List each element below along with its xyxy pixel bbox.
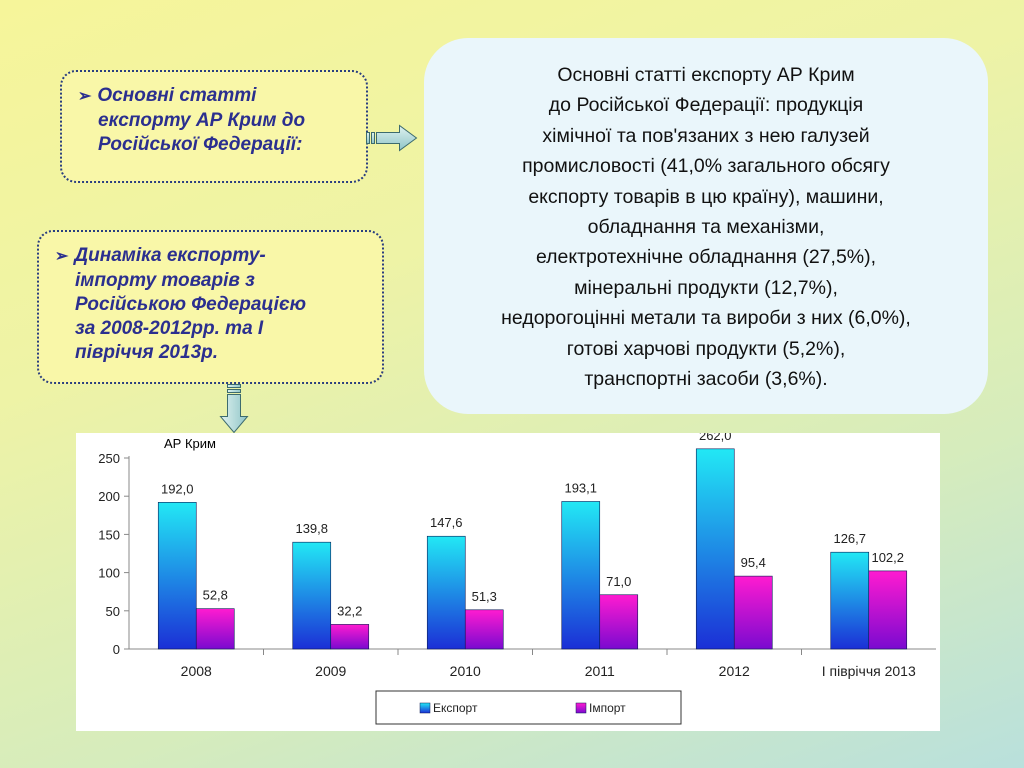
y-tick-label: 0: [113, 642, 120, 657]
dynamics-line-2: імпорту товарів з: [75, 270, 255, 291]
x-tick-label: 2012: [719, 663, 750, 679]
import-bar-value-label: 102,2: [871, 550, 904, 565]
topic-line-1: Основні статті: [97, 85, 257, 106]
import-bar: [868, 570, 908, 650]
export-bar: [157, 502, 197, 650]
dynamics-line-1: Динаміка експорту-: [74, 245, 266, 266]
import-bar: [733, 575, 773, 650]
export-bar-value-label: 139,8: [295, 521, 328, 536]
import-bar: [330, 624, 370, 650]
topic-line-3: Російської Федерації:: [98, 134, 303, 155]
down-arrow-icon: [219, 384, 249, 434]
x-tick-label: 2011: [585, 663, 615, 679]
arrow-bullet-icon: ➢: [55, 248, 69, 265]
export-bar: [292, 541, 332, 650]
y-tick-label: 200: [98, 489, 120, 504]
export-info-text: Основні статті експорту АР Крим до Росій…: [501, 64, 911, 391]
chart-title: АР Крим: [164, 436, 216, 451]
x-tick-label: І півріччя 2013: [822, 663, 916, 679]
right-arrow-icon: [366, 124, 418, 152]
import-bar-value-label: 95,4: [741, 555, 766, 570]
import-bar: [599, 594, 639, 650]
import-bar: [195, 608, 235, 650]
export-bar: [426, 535, 466, 650]
import-bar-value-label: 71,0: [606, 574, 631, 589]
x-tick-label: 2010: [450, 663, 481, 679]
y-tick-label: 150: [98, 527, 120, 542]
legend-label-import: Імпорт: [589, 701, 626, 715]
export-bar-value-label: 193,1: [564, 480, 597, 495]
y-tick-label: 250: [98, 451, 120, 466]
trade-bar-chart: АР Крим 0 50 100 150 200 250 2008 2009 2010 2011 2…: [98, 433, 936, 725]
y-tick-label: 50: [106, 604, 120, 619]
export-bar-value-label: 147,6: [430, 515, 463, 530]
legend-swatch-export: [419, 702, 431, 714]
import-bar: [464, 609, 504, 650]
export-info-panel: Основні статті експорту АР Крим до Росій…: [424, 38, 988, 414]
x-tick-label: 2008: [181, 663, 212, 679]
topic-line-2: експорту АР Крим до: [98, 110, 306, 131]
arrow-bullet-icon: ➢: [78, 88, 92, 105]
export-bar-value-label: 262,0: [699, 433, 732, 443]
topic-box-export-articles: ➢ Основні статті експорту АР Крим до Росі…: [60, 70, 368, 183]
export-bar: [830, 551, 870, 650]
topic-text-dynamics: ➢ Динаміка експорту- імпорту товарів з Ро…: [55, 244, 375, 365]
y-tick-label: 100: [98, 566, 120, 581]
import-bar-value-label: 52,8: [203, 588, 228, 603]
import-bar-value-label: 51,3: [472, 589, 497, 604]
dynamics-line-3: Російською Федерацією: [75, 294, 307, 315]
export-bar-value-label: 126,7: [833, 531, 866, 546]
export-bar: [695, 448, 735, 650]
topic-box-dynamics: ➢ Динаміка експорту- імпорту товарів з Ро…: [37, 230, 384, 384]
dynamics-line-4: за 2008-2012рр. та І: [75, 318, 264, 339]
export-bar-value-label: 192,0: [161, 481, 194, 496]
x-tick-label: 2009: [315, 663, 346, 679]
import-bar-value-label: 32,2: [337, 603, 362, 618]
trade-chart: АР Крим 0 50 100 150 200 250 2008 2009 2010 2011 2…: [76, 433, 940, 731]
dynamics-line-5: півріччя 2013р.: [75, 342, 219, 363]
legend-swatch-import: [575, 702, 587, 714]
export-bar: [561, 501, 601, 650]
legend-label-export: Експорт: [433, 701, 478, 715]
topic-text-export-articles: ➢ Основні статті експорту АР Крим до Росі…: [78, 84, 358, 157]
